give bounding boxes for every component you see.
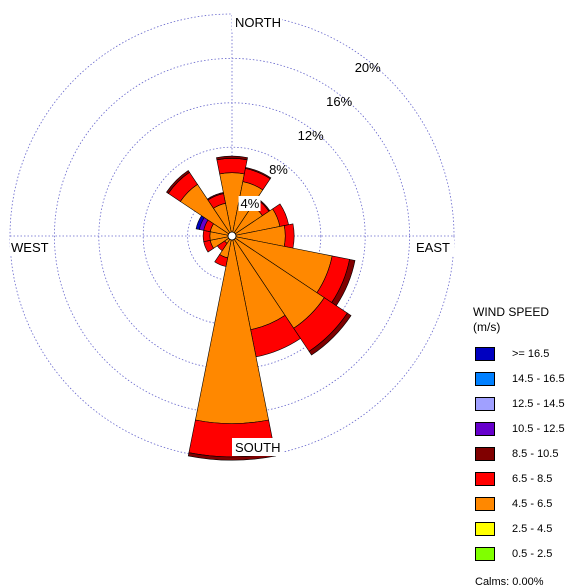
calms-label: Calms: 0.00% — [475, 576, 544, 588]
legend-label: 4.5 - 6.5 — [512, 498, 553, 510]
legend-label: 10.5 - 12.5 — [512, 423, 565, 435]
legend-swatch — [475, 372, 495, 386]
wind-sector — [245, 167, 272, 180]
wind-sector — [166, 170, 190, 194]
ring-label: 4% — [241, 196, 260, 211]
legend-swatch — [475, 547, 495, 561]
ring-label: 20% — [355, 60, 381, 75]
west-label: WEST — [11, 240, 49, 255]
legend-swatch — [475, 422, 495, 436]
legend-label: 0.5 - 2.5 — [512, 548, 553, 560]
legend-label: 2.5 - 4.5 — [512, 523, 553, 535]
wind-sector — [187, 452, 277, 461]
legend-swatch — [475, 347, 495, 361]
wind-petals — [166, 155, 356, 461]
north-label: NORTH — [235, 15, 281, 30]
legend-label: 6.5 - 8.5 — [512, 473, 553, 485]
east-label: EAST — [416, 240, 450, 255]
legend-swatch — [475, 522, 495, 536]
centre-marker — [227, 231, 237, 241]
wind-sector — [216, 158, 248, 175]
south-label: SOUTH — [235, 440, 281, 455]
legend-label: 14.5 - 16.5 — [512, 373, 565, 385]
wind-sector — [202, 230, 211, 242]
wind-speed-legend: WIND SPEED (m/s) >= 16.5 14.5 - 16.5 12.… — [473, 305, 565, 588]
legend-label: 8.5 - 10.5 — [512, 448, 559, 460]
wind-sector — [216, 155, 248, 161]
legend-swatch — [475, 497, 495, 511]
legend-title-line-2: (m/s) — [473, 320, 501, 334]
legend-label: >= 16.5 — [512, 348, 550, 360]
ring-label: 8% — [269, 162, 288, 177]
wind-rose-chart: 4% 8% 12% 16% 20% NORTH SOUTH EAST WEST — [9, 8, 455, 461]
legend-swatch — [475, 472, 495, 486]
legend-swatch — [475, 397, 495, 411]
ring-label: 12% — [298, 128, 324, 143]
grid-ring — [142, 146, 322, 326]
legend-swatch — [475, 447, 495, 461]
north-label-bg — [232, 8, 282, 32]
legend-label: 12.5 - 14.5 — [512, 398, 565, 410]
south-label-bg — [232, 438, 284, 456]
ring-label-bg — [238, 195, 261, 211]
legend-title: WIND SPEED (m/s) — [473, 305, 549, 335]
legend-title-line-1: WIND SPEED — [473, 305, 550, 319]
ring-label: 16% — [326, 94, 352, 109]
wind-sector — [283, 223, 295, 249]
wind-sector — [206, 192, 224, 201]
east-label-bg — [414, 238, 454, 255]
wind-sector — [308, 312, 352, 356]
wind-sector — [214, 254, 229, 267]
west-label-bg — [10, 238, 54, 255]
ring-labels: 4% 8% 12% 16% 20% — [238, 60, 381, 211]
